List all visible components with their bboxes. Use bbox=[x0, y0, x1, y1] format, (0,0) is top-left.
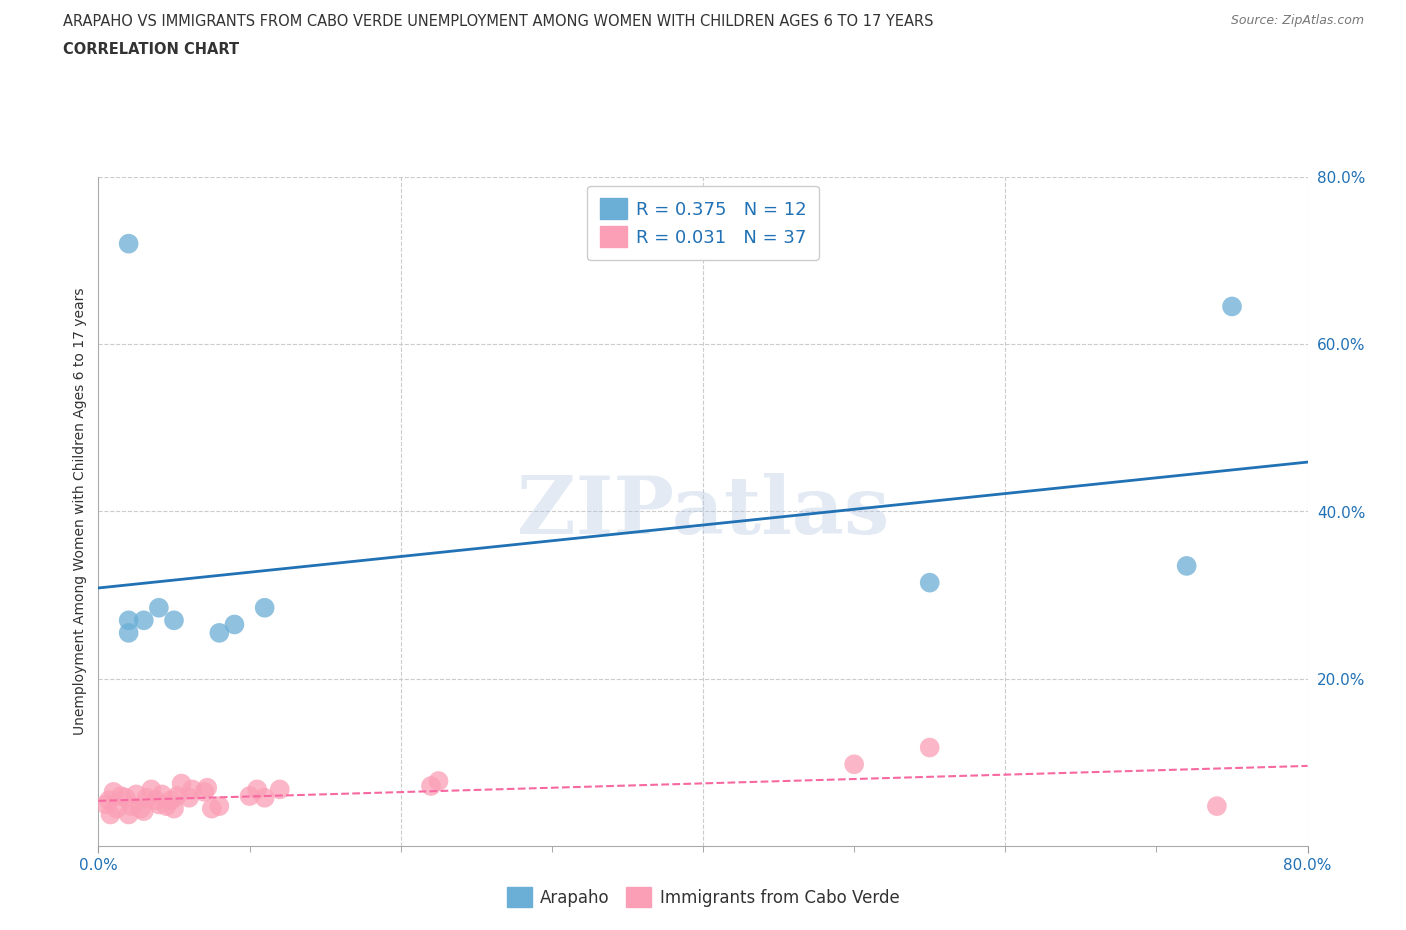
Text: ARAPAHO VS IMMIGRANTS FROM CABO VERDE UNEMPLOYMENT AMONG WOMEN WITH CHILDREN AGE: ARAPAHO VS IMMIGRANTS FROM CABO VERDE UN… bbox=[63, 14, 934, 29]
Point bbox=[155, 799, 177, 814]
Point bbox=[132, 613, 155, 628]
Point bbox=[208, 626, 231, 641]
Point bbox=[135, 790, 157, 805]
Point bbox=[1206, 799, 1229, 814]
Point bbox=[118, 626, 141, 641]
Point bbox=[129, 802, 152, 817]
Point bbox=[166, 789, 188, 804]
Point bbox=[94, 797, 117, 812]
Point bbox=[1175, 558, 1198, 573]
Point bbox=[269, 782, 291, 797]
Point bbox=[170, 776, 193, 790]
Legend: Arapaho, Immigrants from Cabo Verde: Arapaho, Immigrants from Cabo Verde bbox=[498, 879, 908, 915]
Point bbox=[150, 787, 173, 802]
Point bbox=[177, 790, 201, 805]
Point bbox=[103, 785, 125, 800]
Point bbox=[125, 787, 148, 802]
Point bbox=[118, 236, 141, 251]
Point bbox=[100, 807, 122, 822]
Point bbox=[918, 740, 941, 755]
Point bbox=[110, 789, 132, 804]
Point bbox=[121, 799, 143, 814]
Point bbox=[239, 789, 262, 804]
Point bbox=[148, 601, 170, 616]
Point bbox=[118, 807, 141, 822]
Point bbox=[132, 804, 155, 818]
Point bbox=[145, 792, 167, 807]
Point bbox=[246, 782, 269, 797]
Point bbox=[181, 782, 204, 797]
Y-axis label: Unemployment Among Women with Children Ages 6 to 17 years: Unemployment Among Women with Children A… bbox=[73, 287, 87, 736]
Text: CORRELATION CHART: CORRELATION CHART bbox=[63, 42, 239, 57]
Point bbox=[105, 802, 128, 817]
Point bbox=[160, 792, 183, 807]
Point bbox=[114, 790, 136, 805]
Point bbox=[163, 802, 186, 817]
Text: ZIPatlas: ZIPatlas bbox=[517, 472, 889, 551]
Point bbox=[195, 780, 218, 795]
Point bbox=[163, 613, 186, 628]
Point bbox=[844, 757, 866, 772]
Point bbox=[253, 790, 276, 805]
Point bbox=[918, 575, 941, 591]
Point bbox=[253, 601, 276, 616]
Point bbox=[98, 792, 121, 807]
Point bbox=[201, 802, 224, 817]
Point bbox=[141, 782, 163, 797]
Point bbox=[148, 797, 170, 812]
Point bbox=[427, 774, 450, 789]
Point bbox=[419, 778, 441, 793]
Text: Source: ZipAtlas.com: Source: ZipAtlas.com bbox=[1230, 14, 1364, 27]
Point bbox=[224, 618, 246, 632]
Point bbox=[1220, 299, 1243, 314]
Point bbox=[208, 799, 231, 814]
Point bbox=[118, 613, 141, 628]
Point bbox=[193, 785, 215, 800]
